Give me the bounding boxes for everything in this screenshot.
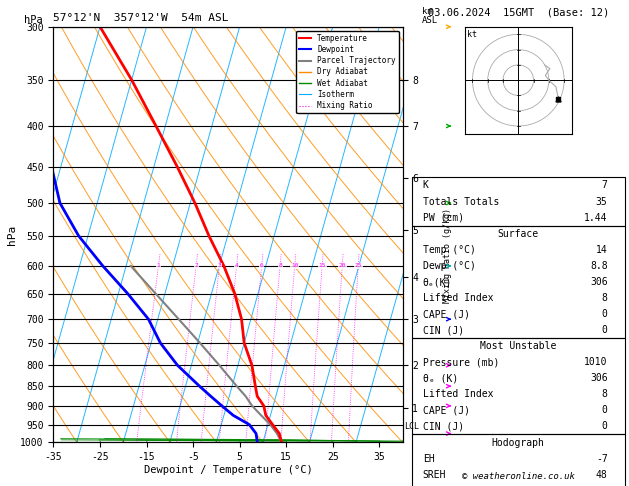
- Text: -7: -7: [596, 453, 608, 464]
- Text: 03.06.2024  15GMT  (Base: 12): 03.06.2024 15GMT (Base: 12): [428, 7, 609, 17]
- Legend: Temperature, Dewpoint, Parcel Trajectory, Dry Adiabat, Wet Adiabat, Isotherm, Mi: Temperature, Dewpoint, Parcel Trajectory…: [296, 31, 399, 113]
- Text: Surface: Surface: [498, 229, 539, 239]
- Text: Temp (°C): Temp (°C): [423, 245, 476, 255]
- Text: 0: 0: [602, 405, 608, 416]
- Text: Totals Totals: Totals Totals: [423, 197, 499, 207]
- Text: PW (cm): PW (cm): [423, 213, 464, 223]
- Text: θₑ (K): θₑ (K): [423, 373, 458, 383]
- Text: 2: 2: [194, 263, 198, 268]
- Text: 8.8: 8.8: [590, 261, 608, 271]
- Text: 8: 8: [602, 293, 608, 303]
- Text: CAPE (J): CAPE (J): [423, 309, 470, 319]
- Text: 7: 7: [602, 180, 608, 191]
- Text: 48: 48: [596, 469, 608, 480]
- Text: hPa: hPa: [24, 15, 43, 25]
- Text: EH: EH: [423, 453, 435, 464]
- Text: Lifted Index: Lifted Index: [423, 293, 493, 303]
- Text: 3: 3: [218, 263, 221, 268]
- Text: Lifted Index: Lifted Index: [423, 389, 493, 399]
- Text: CAPE (J): CAPE (J): [423, 405, 470, 416]
- Y-axis label: hPa: hPa: [8, 225, 18, 244]
- Text: θₑ(K): θₑ(K): [423, 277, 452, 287]
- Text: CIN (J): CIN (J): [423, 325, 464, 335]
- Text: 20: 20: [338, 263, 346, 268]
- Text: km
ASL: km ASL: [422, 7, 438, 25]
- Text: 10: 10: [291, 263, 299, 268]
- Text: kt: kt: [467, 30, 477, 39]
- Text: 35: 35: [596, 197, 608, 207]
- Text: Dewp (°C): Dewp (°C): [423, 261, 476, 271]
- Text: Pressure (mb): Pressure (mb): [423, 357, 499, 367]
- Text: 0: 0: [602, 309, 608, 319]
- Text: 4: 4: [235, 263, 238, 268]
- Text: LCL: LCL: [404, 422, 419, 431]
- Text: 25: 25: [355, 263, 362, 268]
- Text: 306: 306: [590, 277, 608, 287]
- X-axis label: Dewpoint / Temperature (°C): Dewpoint / Temperature (°C): [143, 465, 313, 475]
- Text: 1: 1: [157, 263, 160, 268]
- Text: 306: 306: [590, 373, 608, 383]
- Text: K: K: [423, 180, 428, 191]
- Text: 1010: 1010: [584, 357, 608, 367]
- Text: Hodograph: Hodograph: [492, 437, 545, 448]
- Text: Mixing Ratio (g/kg): Mixing Ratio (g/kg): [443, 208, 452, 303]
- Point: [554, 95, 564, 103]
- Text: 8: 8: [602, 389, 608, 399]
- Text: © weatheronline.co.uk: © weatheronline.co.uk: [462, 472, 575, 481]
- Text: 57°12'N  357°12'W  54m ASL: 57°12'N 357°12'W 54m ASL: [53, 13, 229, 23]
- Text: 14: 14: [596, 245, 608, 255]
- Text: SREH: SREH: [423, 469, 446, 480]
- Text: 0: 0: [602, 421, 608, 432]
- Text: 8: 8: [278, 263, 282, 268]
- Point: [554, 95, 564, 103]
- Text: 6: 6: [260, 263, 264, 268]
- Text: CIN (J): CIN (J): [423, 421, 464, 432]
- Text: 1.44: 1.44: [584, 213, 608, 223]
- Text: 0: 0: [602, 325, 608, 335]
- Text: Most Unstable: Most Unstable: [480, 341, 557, 351]
- Text: 15: 15: [318, 263, 326, 268]
